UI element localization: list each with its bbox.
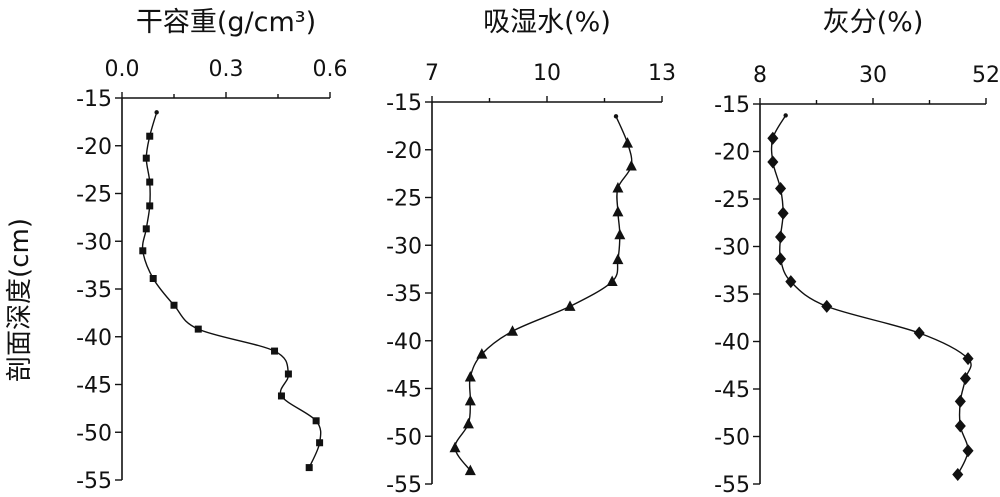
data-point [952, 468, 964, 481]
panel-2: 吸湿水(%) 7 10 13 -15 -20 -25 -30 -35 -40 -45 -50 -55 [386, 7, 676, 497]
x-tick-label: 52 [972, 63, 1000, 88]
data-point [312, 417, 320, 425]
y-tick-label: -20 [76, 135, 112, 160]
x-tick-label: 30 [859, 63, 887, 88]
data-point [149, 274, 157, 282]
panel-title: 灰分(%) [823, 7, 924, 38]
data-point [142, 154, 150, 162]
y-axis-title-text: 剖面深度(cm) [5, 218, 35, 382]
x-tick-label: 8 [753, 63, 767, 88]
data-point [767, 131, 779, 145]
series-line [141, 112, 322, 468]
x-tick-label: 13 [648, 61, 676, 86]
series-line [454, 116, 633, 472]
data-point [962, 444, 974, 458]
y-tick-label: -55 [76, 469, 112, 494]
data-point [507, 325, 518, 336]
data-point [767, 155, 779, 169]
data-point [625, 159, 637, 171]
panel-3: 灰分(%) 8 30 52 -15 -20 -25 -30 -35 -40 -45 -50 -55 [714, 7, 1000, 497]
data-point [271, 347, 279, 355]
y-tick-label: -55 [714, 473, 750, 497]
data-point [476, 348, 488, 359]
chart-panels: 干容重(g/cm³) 0.0 0.3 0.6 -15 -20 -25 -30 -35 -40 -45… [76, 7, 1000, 497]
data-point [170, 301, 178, 309]
data-point [146, 202, 154, 210]
x-tick-label: 0.6 [313, 57, 348, 82]
y-tick-label: -15 [386, 91, 422, 116]
y-tick-label: -30 [386, 234, 422, 259]
data-point [962, 352, 974, 366]
y-tick-label: -30 [76, 230, 112, 255]
y-tick-label: -25 [386, 187, 422, 212]
x-tick-label: 0.0 [105, 57, 140, 82]
y-tick-label: -40 [76, 326, 112, 351]
y-tick-label: -45 [386, 378, 422, 403]
y-tick-label: -20 [714, 141, 750, 166]
y-tick-label: -15 [76, 87, 112, 112]
y-tick-label: -35 [714, 283, 750, 308]
data-point [462, 417, 474, 429]
data-point [622, 137, 633, 148]
y-axis-title: 剖面深度(cm) [5, 218, 35, 382]
y-tick-label: -30 [714, 236, 750, 261]
data-point [775, 182, 787, 196]
y-tick-label: -55 [386, 473, 422, 497]
y-tick-label: -15 [714, 93, 750, 118]
data-point [612, 205, 624, 217]
data-point [775, 230, 787, 244]
data-point [146, 178, 154, 186]
data-point [316, 439, 324, 447]
panel-1: 干容重(g/cm³) 0.0 0.3 0.6 -15 -20 -25 -30 -35 -40 -45… [76, 7, 347, 494]
data-point [783, 113, 788, 118]
data-point [606, 275, 618, 287]
y-tick-label: -50 [714, 426, 750, 451]
y-tick-label: -40 [714, 331, 750, 356]
data-point [305, 464, 313, 472]
data-point [464, 464, 476, 476]
data-point [612, 253, 624, 265]
data-point [959, 372, 971, 386]
y-tick-label: -50 [76, 421, 112, 446]
data-point [954, 394, 966, 408]
data-point [277, 392, 285, 400]
panel-title: 吸湿水(%) [483, 7, 611, 38]
series-line [770, 115, 972, 475]
data-point [785, 275, 797, 289]
data-point [913, 326, 925, 340]
data-point [284, 370, 292, 378]
data-point [613, 114, 619, 119]
data-point [464, 371, 476, 382]
y-tick-label: -35 [386, 282, 422, 307]
x-tick-label: 7 [425, 61, 439, 86]
data-point [777, 206, 789, 220]
data-point [139, 247, 147, 255]
data-point [564, 300, 576, 311]
y-tick-label: -25 [714, 188, 750, 213]
y-tick-label: -45 [76, 374, 112, 399]
data-point [154, 110, 159, 115]
data-point [614, 228, 626, 240]
data-point [775, 252, 787, 266]
y-tick-label: -45 [714, 378, 750, 403]
y-tick-label: -50 [386, 425, 422, 450]
data-point [146, 132, 154, 140]
data-point [194, 325, 202, 333]
data-point [142, 225, 150, 233]
x-tick-label: 0.3 [209, 57, 244, 82]
data-point [449, 441, 461, 453]
data-point [821, 299, 833, 313]
y-tick-label: -40 [386, 330, 422, 355]
panel-title: 干容重(g/cm³) [136, 7, 316, 38]
data-point [954, 419, 966, 433]
y-tick-label: -25 [76, 183, 112, 208]
data-point [464, 394, 476, 406]
y-tick-label: -35 [76, 278, 112, 303]
data-point [612, 181, 624, 193]
y-tick-label: -20 [386, 139, 422, 164]
x-tick-label: 10 [533, 61, 561, 86]
